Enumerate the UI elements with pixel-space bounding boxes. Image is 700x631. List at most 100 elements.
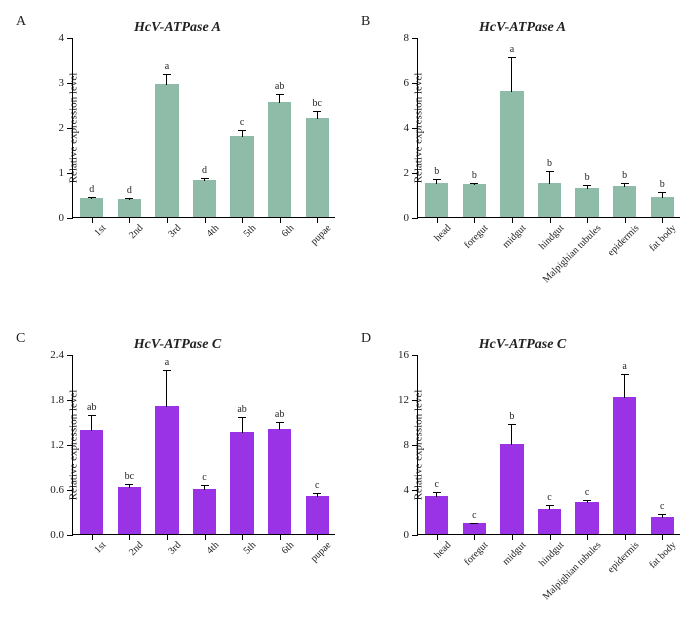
significance-label: c [472,510,476,521]
bar [500,91,523,217]
error-bar-cap [621,374,629,375]
significance-label: b [660,179,665,190]
x-tick-label: pupae [303,534,333,564]
plot-region: 02468bheadbforegutamidgutbhindgutbMalpig… [417,38,680,218]
error-bar-cap [583,500,591,501]
y-tick-label: 6 [404,77,419,89]
x-tick-label: 5th [236,217,258,239]
significance-label: b [547,158,552,169]
panel-d: D HcV-ATPase C Relative expression level… [355,335,690,622]
significance-label: d [127,185,132,196]
error-bar [91,415,92,432]
x-tick-label: 5th [236,534,258,556]
significance-label: d [202,165,207,176]
error-bar-cap [470,523,478,524]
panel-c: C HcV-ATPase C Relative expression level… [10,335,345,622]
x-tick-label: 4th [198,534,220,556]
error-bar [624,374,625,399]
significance-label: c [202,472,206,483]
error-bar-cap [125,198,133,199]
bar [230,136,253,217]
significance-label: ab [275,81,284,92]
x-tick-label: 6th [274,217,296,239]
y-tick-label: 0 [404,212,419,224]
significance-label: ab [87,402,96,413]
x-tick-label: epidermis [600,217,641,258]
error-bar-cap [276,94,284,95]
chart-area: Relative expression level 01234d1std2nda… [72,38,335,218]
x-tick-label: midgut [495,217,528,250]
error-bar-cap [313,111,321,112]
y-tick-label: 3 [59,77,74,89]
significance-label: c [660,501,664,512]
significance-label: d [89,184,94,195]
error-bar [279,94,280,103]
x-tick-label: foregut [457,217,491,251]
x-tick-label: foregut [457,534,491,568]
error-bar [511,57,512,92]
significance-label: c [547,492,551,503]
significance-label: b [585,172,590,183]
error-bar [549,171,550,185]
x-tick-label: 2nd [122,534,146,558]
error-bar-cap [546,505,554,506]
bar [118,487,141,534]
bar [463,184,486,217]
bar [538,509,561,534]
panel-b: B HcV-ATPase A Relative expression level… [355,18,690,305]
significance-label: a [510,44,514,55]
x-tick-label: 2nd [122,217,146,241]
significance-label: bc [125,471,134,482]
bar [155,84,178,217]
x-tick-label: head [426,217,453,244]
significance-label: a [165,61,169,72]
y-tick-label: 1.2 [50,439,73,451]
chart-area: Relative expression level 0481216cheadcf… [417,355,680,535]
y-tick-label: 0.6 [50,484,73,496]
y-tick-label: 12 [398,394,418,406]
significance-label: c [315,480,319,491]
bar [538,183,561,217]
error-bar [242,417,243,434]
error-bar-cap [546,171,554,172]
panel-letter: B [361,14,370,30]
bar [118,199,141,217]
y-tick-label: 1 [59,167,74,179]
significance-label: b [509,411,514,422]
y-tick-label: 4 [404,484,419,496]
y-tick-label: 4 [59,32,74,44]
bar [613,186,636,218]
bar [651,517,674,534]
chart-area: Relative expression level 02468bheadbfor… [417,38,680,218]
bar [193,489,216,534]
bar [575,188,598,217]
significance-label: ab [237,404,246,415]
bar [80,198,103,217]
significance-label: c [435,479,439,490]
error-bar [166,74,167,85]
error-bar [317,111,318,119]
y-tick-label: 16 [398,349,418,361]
x-tick-label: fat body [642,217,679,254]
error-bar-cap [508,57,516,58]
x-tick-label: midgut [495,534,528,567]
bar [425,183,448,217]
error-bar [242,130,243,137]
significance-label: c [585,487,589,498]
error-bar-cap [276,422,284,423]
bar [268,429,291,534]
error-bar-cap [313,493,321,494]
x-tick-label: 3rd [160,217,183,240]
bar [193,180,216,217]
plot-region: 01234d1std2nda3rdd4thc5thab6thbcpupae [72,38,335,218]
significance-label: b [434,166,439,177]
error-bar-cap [433,179,441,180]
chart-area: Relative expression level 0.00.61.21.82.… [72,355,335,535]
error-bar-cap [163,370,171,371]
bar [306,496,329,534]
significance-label: c [240,117,244,128]
bar [425,496,448,533]
error-bar-cap [658,514,666,515]
error-bar-cap [163,74,171,75]
error-bar-cap [238,417,246,418]
